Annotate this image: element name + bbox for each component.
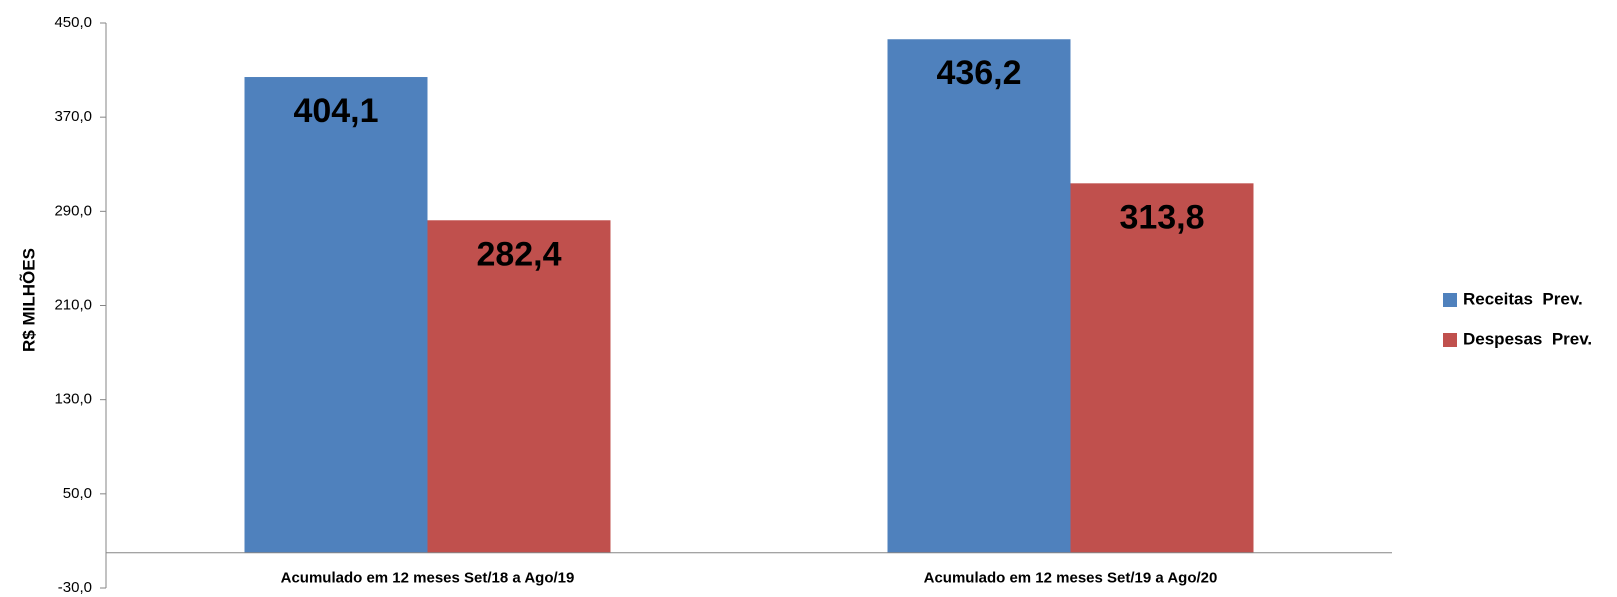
- value-label: 282,4: [476, 235, 561, 273]
- y-tick-label: 130,0: [54, 391, 92, 408]
- y-tick-label: 50,0: [63, 485, 92, 502]
- legend-swatch: [1443, 293, 1457, 307]
- y-axis-title: R$ MILHÕES: [18, 248, 38, 352]
- value-label: 436,2: [936, 54, 1021, 92]
- value-label: 313,8: [1119, 198, 1204, 236]
- legend-swatch: [1443, 333, 1457, 347]
- y-tick-label: 370,0: [54, 108, 92, 125]
- value-label: 404,1: [293, 92, 378, 130]
- x-tick-label: Acumulado em 12 meses Set/18 a Ago/19: [281, 570, 575, 587]
- bar: [427, 220, 611, 553]
- legend-label: Despesas Prev.: [1463, 329, 1592, 348]
- y-tick-label: 450,0: [54, 14, 92, 31]
- bar: [1070, 183, 1254, 553]
- bar: [244, 77, 428, 553]
- y-tick-label: 210,0: [54, 296, 92, 313]
- legend-label: Receitas Prev.: [1463, 289, 1583, 308]
- y-tick-label: -30,0: [58, 579, 92, 596]
- bar: [887, 39, 1071, 553]
- y-tick-label: 290,0: [54, 202, 92, 219]
- x-tick-label: Acumulado em 12 meses Set/19 a Ago/20: [924, 570, 1218, 587]
